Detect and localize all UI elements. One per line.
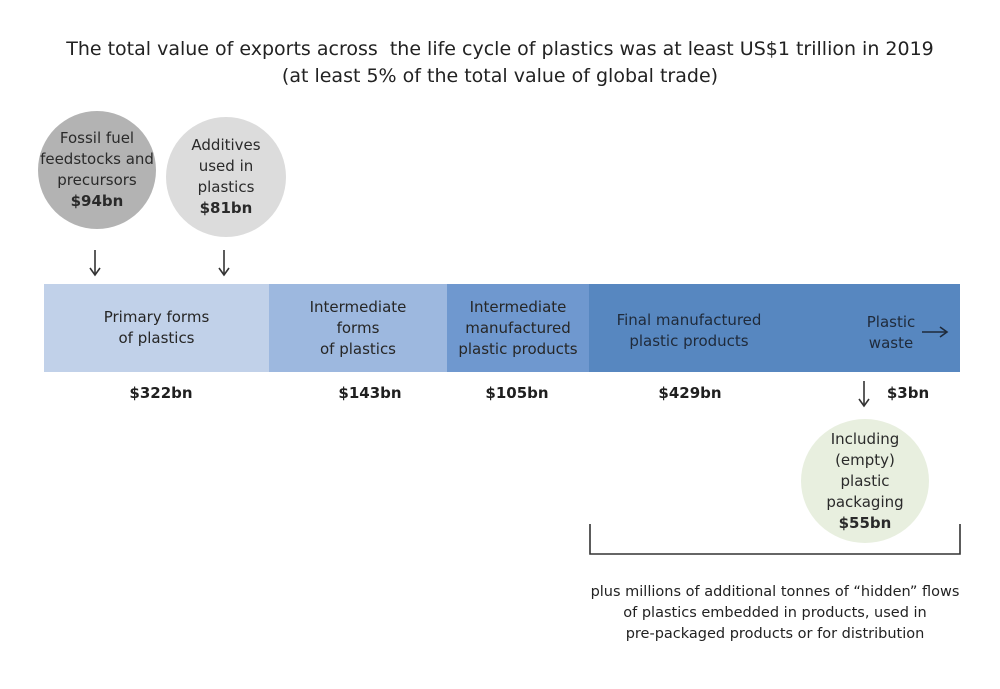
stage-value-intermediate-forms: $143bn — [338, 384, 402, 402]
stage-label-line: waste — [868, 334, 914, 352]
arrow-down-icon — [218, 250, 230, 277]
title-line-1: The total value of exports across the li… — [66, 38, 934, 60]
packaging-label-line: (empty) — [835, 450, 895, 469]
stage-label-line: of plastics — [118, 329, 195, 347]
arrow-down-icon — [858, 381, 870, 408]
packaging-label-line: plastic — [840, 471, 890, 490]
input-circle-fossil-fuel: Fossil fuel feedstocks and precursors $9… — [38, 111, 156, 229]
stage-value-plastic-waste: $3bn — [886, 384, 930, 402]
stage-label-line: plastic products — [629, 332, 749, 350]
stage-final-and-waste-band — [589, 284, 960, 372]
stage-value-primary: $322bn — [129, 384, 193, 402]
note-line: of plastics embedded in products, used i… — [623, 605, 927, 621]
stage-intermediate-forms: Intermediate forms of plastics — [269, 284, 447, 372]
input-label-line: used in — [198, 157, 254, 175]
stage-primary-forms: Primary forms of plastics — [44, 284, 269, 372]
bracket — [589, 524, 961, 555]
packaging-value: $55bn — [838, 513, 892, 532]
input-label-line: feedstocks and — [40, 150, 154, 168]
arrow-down-icon — [89, 250, 101, 277]
input-label-line: Additives — [191, 136, 261, 154]
input-label-line: Fossil fuel — [59, 129, 135, 147]
packaging-label-line: Including — [830, 429, 900, 448]
stage-label-line: manufactured — [465, 318, 571, 337]
input-label-line: plastics — [197, 178, 255, 196]
stage-label-line: Final manufactured — [616, 311, 762, 329]
stage-final-manufactured-label: Final manufactured plastic products — [589, 310, 789, 352]
input-circle-additives: Additives used in plastics $81bn — [166, 117, 286, 237]
input-label-line: precursors — [57, 171, 137, 189]
stage-label-line: Intermediate — [309, 297, 407, 316]
stage-label-line: Primary forms — [103, 308, 210, 326]
input-value: $94bn — [70, 192, 124, 210]
stage-intermediate-manufactured: Intermediate manufactured plastic produc… — [447, 284, 589, 372]
stage-plastic-waste-label: Plastic waste — [848, 312, 934, 354]
note-line: pre-packaged products or for distributio… — [625, 626, 925, 642]
note-line: plus millions of additional tonnes of “h… — [590, 584, 960, 600]
arrow-right-icon — [922, 326, 949, 338]
stage-label-line: Plastic — [866, 313, 916, 331]
diagram-title: The total value of exports across the li… — [0, 36, 1000, 90]
packaging-label-line: packaging — [826, 492, 904, 511]
stage-value-final-manufactured: $429bn — [658, 384, 722, 402]
input-value: $81bn — [199, 199, 253, 217]
stage-label-line: plastic products — [458, 339, 578, 358]
stage-label-line: of plastics — [319, 339, 397, 358]
packaging-circle: Including (empty) plastic packaging $55b… — [801, 419, 929, 543]
stage-label-line: forms — [336, 318, 380, 337]
hidden-flows-note: plus millions of additional tonnes of “h… — [560, 582, 990, 645]
stage-label-line: Intermediate — [469, 297, 567, 316]
title-line-2: (at least 5% of the total value of globa… — [281, 65, 719, 87]
stage-value-intermediate-manufactured: $105bn — [485, 384, 549, 402]
